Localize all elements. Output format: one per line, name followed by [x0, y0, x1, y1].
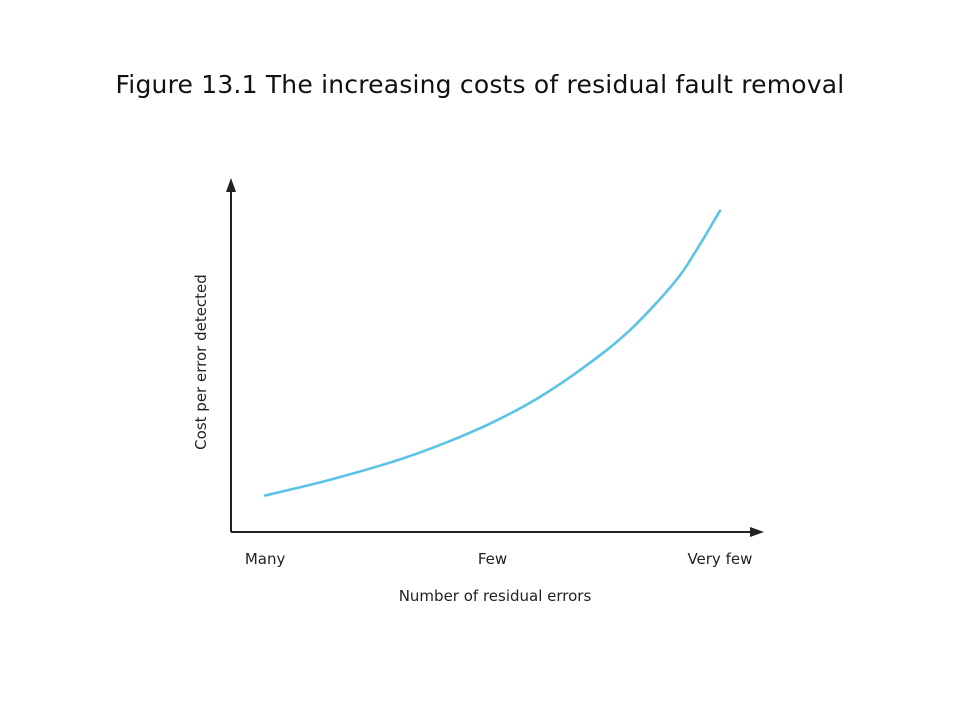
- slide-title: Figure 13.1 The increasing costs of resi…: [115, 70, 845, 99]
- x-axis-label: Number of residual errors: [399, 587, 592, 605]
- x-axis-arrowhead: [750, 527, 764, 537]
- y-axis-arrowhead: [226, 178, 236, 192]
- x-tick-label: Few: [478, 550, 507, 568]
- x-tick-label: Many: [245, 550, 286, 568]
- x-tick-label: Very few: [687, 550, 752, 568]
- y-axis-label: Cost per error detected: [192, 274, 210, 450]
- series-layer: [263, 209, 722, 497]
- x-tick-labels: Many Few Very few: [245, 550, 753, 568]
- series-line-0: [263, 209, 722, 497]
- axes: [226, 178, 764, 537]
